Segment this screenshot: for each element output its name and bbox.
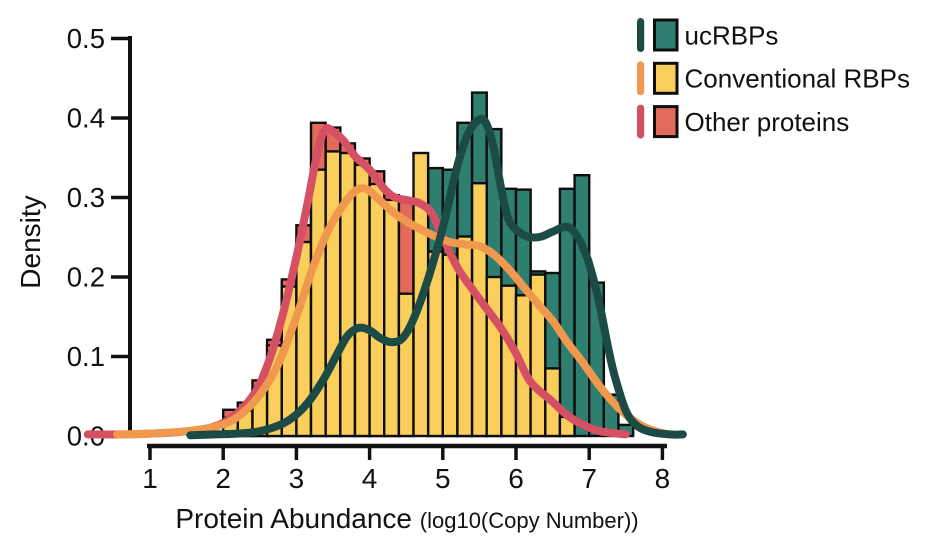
legend-item-other-proteins: Other proteins: [637, 104, 850, 139]
legend-item-conventional-rbps: Conventional RBPs: [637, 61, 910, 96]
histogram-bar: [368, 182, 386, 438]
legend-line-swatch: [637, 61, 645, 96]
histogram-bar: [573, 173, 591, 438]
y-tick-label: 0.1: [67, 341, 105, 372]
legend: ucRBPs Conventional RBPs Other proteins: [637, 18, 910, 139]
legend-fill-swatch: [653, 105, 679, 139]
x-tick-label: 1: [142, 463, 158, 494]
x-tick-label: 7: [581, 463, 597, 494]
histogram-bar: [441, 253, 459, 438]
x-axis-title-main: Protein Abundance: [175, 503, 419, 534]
axes-layer: 0.00.10.20.30.40.51 2 3 4 5 6 7 8: [67, 23, 670, 494]
legend-fill-swatch: [653, 61, 679, 95]
x-tick-label: 4: [362, 463, 378, 494]
x-tick-label: 5: [435, 463, 451, 494]
histogram-bar: [500, 284, 518, 438]
x-tick-label: 2: [215, 463, 231, 494]
y-axis-title: Density: [15, 195, 46, 288]
y-tick-label: 0.5: [67, 23, 105, 54]
legend-label: Conventional RBPs: [685, 64, 910, 94]
x-tick-label: 8: [655, 463, 671, 494]
histogram-bars-layer: [221, 91, 635, 438]
histogram-bar: [485, 275, 503, 438]
histogram-bar: [353, 163, 371, 438]
kde-curve-conventional-rbps-kde: [113, 184, 673, 439]
legend-fill-swatch: [653, 18, 679, 52]
histogram-bar: [383, 198, 401, 438]
legend-line-swatch: [637, 104, 645, 139]
kde-curves-layer: [83, 115, 687, 440]
legend-label: ucRBPs: [685, 20, 779, 50]
x-axis-title-paren: (log10(Copy Number)): [420, 508, 639, 533]
y-tick-label: 0.4: [67, 103, 105, 134]
legend-line-swatch: [637, 18, 645, 52]
x-tick-label: 3: [289, 463, 305, 494]
kde-curve-ucrbps-kde: [186, 115, 687, 440]
x-tick-label: 6: [508, 463, 524, 494]
legend-item-ucrbps: ucRBPs: [637, 18, 778, 52]
y-tick-label: 0.2: [67, 262, 105, 293]
y-tick-label: 0.3: [67, 182, 105, 213]
histogram-bar: [324, 150, 342, 438]
legend-label: Other proteins: [685, 107, 850, 137]
kde-curve-other-proteins-kde: [83, 124, 630, 439]
x-axis-title: Protein Abundance (log10(Copy Number)): [175, 503, 638, 534]
